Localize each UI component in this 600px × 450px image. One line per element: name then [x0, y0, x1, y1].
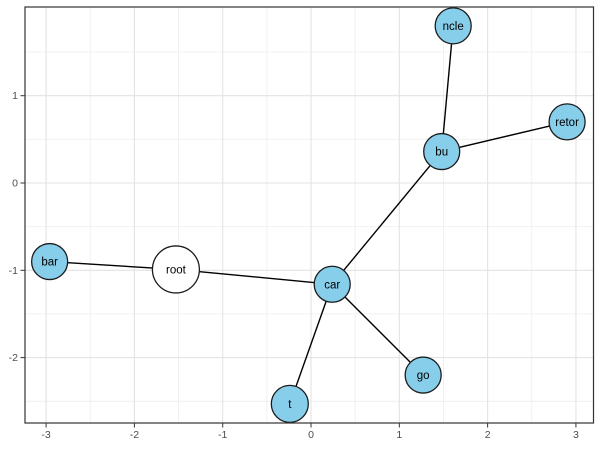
- y-axis-tick-label: -1: [9, 265, 18, 277]
- graph-node-bar: [30, 242, 69, 281]
- graph-node-ncle: [434, 7, 472, 45]
- graph-node-retor: [548, 103, 586, 141]
- graph-node-label-bu: bu: [435, 147, 448, 159]
- x-axis-tick-label: -3: [41, 429, 50, 441]
- panel-background: [25, 7, 594, 423]
- y-axis-tick-label: 0: [12, 177, 18, 189]
- x-axis-tick-label: -2: [130, 429, 139, 441]
- graph-node-bu: [423, 132, 461, 171]
- graph-edge-car-go: [331, 283, 424, 376]
- graph-edge-bu-ncle: [441, 25, 454, 152]
- y-axis-tick-label: 1: [12, 90, 18, 102]
- graph-node-t: [270, 384, 309, 424]
- graph-node-go: [404, 356, 442, 394]
- graph-edge-bu-retor: [441, 121, 568, 153]
- graph-edge-car-t: [289, 284, 333, 405]
- graph-node-label-root: root: [166, 264, 187, 276]
- graph-node-label-retor: retor: [555, 117, 579, 129]
- y-axis-tick-label: -2: [9, 352, 18, 364]
- x-axis-tick-label: 0: [308, 429, 314, 441]
- graph-node-label-bar: bar: [41, 257, 58, 269]
- x-axis-tick-label: 2: [485, 429, 491, 441]
- graph-node-car: [313, 265, 351, 303]
- graph-edge-car-bu: [331, 151, 443, 285]
- graph-node-root: [151, 245, 201, 294]
- x-axis-tick-label: 1: [396, 429, 402, 441]
- panel-border: [24, 6, 595, 424]
- graph-node-label-ncle: ncle: [443, 21, 464, 33]
- graph-node-label-go: go: [417, 370, 430, 382]
- graph-node-label-car: car: [324, 279, 340, 291]
- graph-edge-root-car: [175, 268, 333, 285]
- x-axis-tick-label: 3: [573, 429, 579, 441]
- graph-node-label-t: t: [288, 399, 292, 411]
- x-axis-tick-label: -1: [218, 429, 227, 441]
